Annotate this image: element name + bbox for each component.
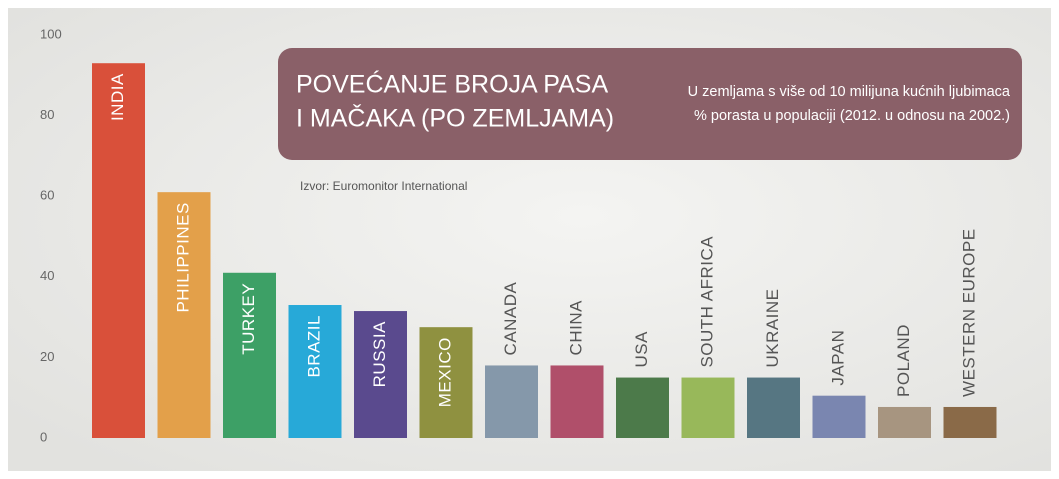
bar (92, 63, 145, 439)
y-tick-label: 40 (40, 268, 54, 283)
bar-label: BRAZIL (304, 315, 323, 378)
bar (157, 192, 211, 438)
title-box (278, 48, 1022, 160)
bar-label: PHILIPPINES (173, 202, 192, 312)
bar (747, 377, 800, 438)
chart-subtitle: % porasta u populaciji (2012. u odnosu n… (694, 108, 1010, 124)
bar (812, 395, 866, 438)
y-tick-label: 20 (40, 349, 54, 364)
bar-label: SOUTH AFRICA (697, 236, 716, 368)
chart-title: I MAČAKA (PO ZEMLJAMA) (296, 104, 614, 133)
y-tick-label: 100 (40, 26, 62, 41)
bar-label: POLAND (894, 324, 913, 397)
bar (550, 365, 604, 438)
bar (681, 377, 735, 438)
bar-label: WESTERN EUROPE (959, 228, 978, 397)
bar (354, 311, 407, 438)
bar (616, 377, 669, 438)
y-tick-label: 80 (40, 107, 54, 122)
bar-label: INDIA (108, 73, 127, 121)
bar-label: MEXICO (435, 337, 454, 407)
y-tick-label: 0 (40, 429, 47, 444)
bar (943, 406, 997, 438)
bar-label: CHINA (566, 300, 585, 356)
bar-label: RUSSIA (370, 321, 389, 387)
bar-label: USA (632, 331, 651, 368)
bar-label: JAPAN (828, 330, 847, 386)
bar (223, 272, 276, 438)
chart-subtitle: U zemljama s više od 10 milijuna kućnih … (688, 84, 1011, 100)
bar-label: UKRAINE (763, 288, 782, 367)
bar (485, 365, 538, 438)
bar-label: CANADA (501, 281, 520, 355)
bar (288, 305, 342, 438)
bar (878, 406, 931, 438)
chart-title: POVEĆANJE BROJA PASA (296, 70, 608, 99)
y-tick-label: 60 (40, 188, 54, 203)
source-note: Izvor: Euromonitor International (300, 179, 467, 193)
bar (419, 327, 473, 438)
bar-label: TURKEY (239, 283, 258, 355)
